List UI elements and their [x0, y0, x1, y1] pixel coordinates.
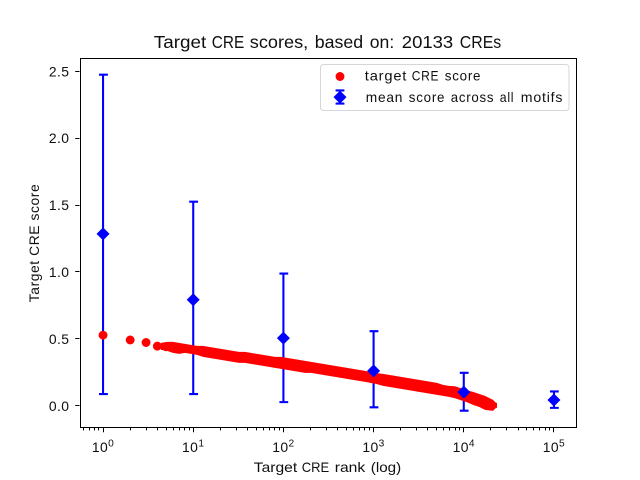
svg-text:mean: mean	[366, 89, 403, 105]
svg-text:Target: Target	[254, 459, 298, 475]
svg-text:0.0: 0.0	[49, 398, 70, 414]
svg-text:CRE: CRE	[412, 68, 439, 84]
svg-text:scores,: scores,	[250, 32, 308, 52]
svg-text:across: across	[451, 89, 494, 105]
svg-text:Target: Target	[154, 32, 207, 52]
svg-text:score: score	[409, 89, 445, 105]
svg-text:0.5: 0.5	[49, 331, 70, 347]
svg-text:1.5: 1.5	[49, 197, 70, 213]
svg-text:on:: on:	[370, 32, 394, 52]
svg-text:2.0: 2.0	[49, 130, 70, 146]
svg-text:(log): (log)	[371, 459, 401, 475]
svg-text:1.0: 1.0	[49, 264, 70, 280]
svg-text:CRE: CRE	[302, 459, 329, 475]
svg-text:motifs: motifs	[521, 89, 563, 105]
svg-text:all: all	[500, 89, 514, 105]
svg-text:Target CRE score: Target CRE score	[26, 184, 42, 302]
svg-text:score: score	[445, 68, 481, 84]
svg-text:2.5: 2.5	[49, 63, 70, 79]
svg-text:20133: 20133	[402, 32, 453, 52]
svg-text:based: based	[315, 32, 363, 52]
svg-text:CREs: CREs	[460, 32, 502, 52]
svg-text:CRE: CRE	[212, 32, 244, 52]
svg-text:rank: rank	[335, 459, 365, 475]
svg-text:target: target	[365, 68, 407, 84]
